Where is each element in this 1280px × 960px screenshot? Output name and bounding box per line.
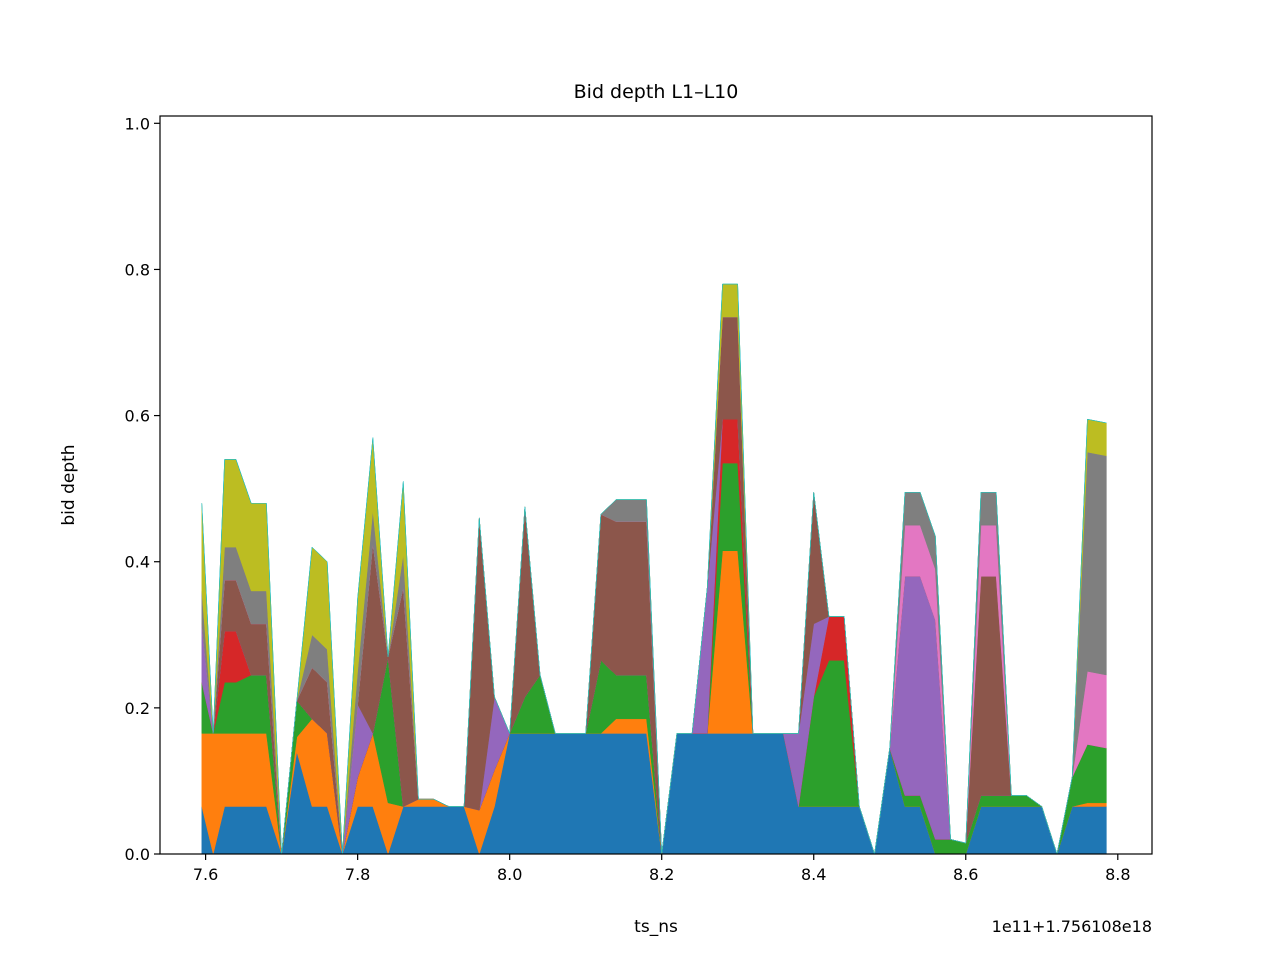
- y-axis-ticks: 0.0 0.2 0.4 0.6 0.8 1.0: [125, 114, 160, 864]
- y-tick-label: 1.0: [125, 114, 150, 133]
- x-tick-label: 8.8: [1105, 865, 1130, 884]
- y-tick-label: 0.4: [125, 553, 150, 572]
- chart-title: Bid depth L1–L10: [574, 81, 739, 103]
- x-axis-label: ts_ns: [634, 917, 678, 937]
- stacked-areas: [201, 283, 1107, 855]
- x-tick-label: 7.6: [193, 865, 218, 884]
- x-tick-label: 8.2: [649, 865, 674, 884]
- y-tick-label: 0.0: [125, 845, 150, 864]
- axes-frame: [159, 115, 1153, 855]
- y-tick-label: 0.8: [125, 260, 150, 279]
- x-axis-ticks: 7.6 7.8 8.0 8.2 8.4 8.6 8.8: [193, 854, 1131, 884]
- y-axis-label: bid depth: [59, 444, 79, 525]
- x-tick-label: 8.6: [953, 865, 978, 884]
- y-tick-label: 0.6: [125, 407, 150, 426]
- x-axis-offset-label: 1e11+1.756108e18: [992, 917, 1152, 936]
- x-tick-label: 8.4: [801, 865, 826, 884]
- y-tick-label: 0.2: [125, 699, 150, 718]
- plot-area: [201, 283, 1107, 855]
- x-tick-label: 8.0: [497, 865, 522, 884]
- area-series-10: [201, 283, 1107, 855]
- x-tick-label: 7.8: [345, 865, 370, 884]
